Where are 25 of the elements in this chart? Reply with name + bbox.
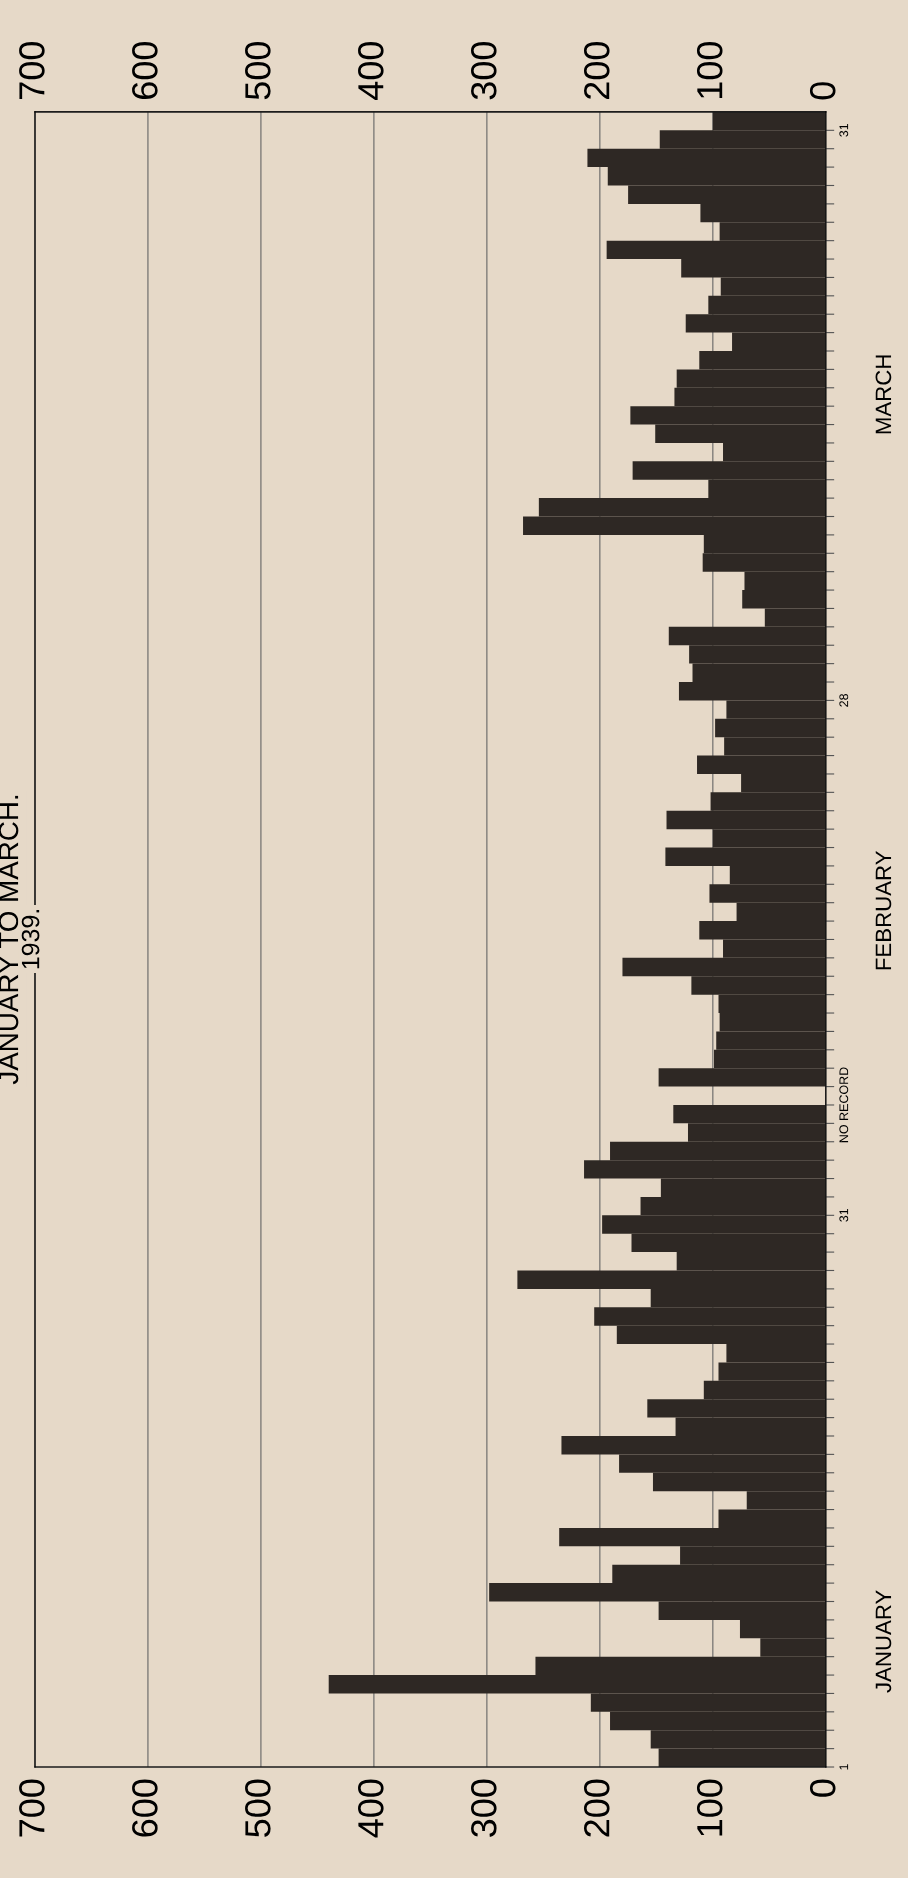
x-tick-label: 300: [471, 1779, 497, 1837]
x2-tick-label: 300: [471, 41, 497, 100]
x2-tick-label: 700: [19, 41, 45, 99]
y-tick-label: 31: [839, 1208, 849, 1222]
x2-tick-label: 400: [358, 41, 384, 100]
x2-tick-label: 100: [696, 41, 723, 99]
text: 1939.: [21, 910, 40, 969]
x-tick-label: 0: [809, 1779, 836, 1797]
x-tick-label: 500: [245, 1779, 271, 1837]
y-tick-label: 28: [839, 693, 849, 707]
y-tick-label: NO RECORD: [839, 1067, 849, 1143]
x-tick-label: 400: [358, 1779, 384, 1838]
text: JANUARY: [875, 1590, 892, 1693]
text: FEBRUARY: [875, 851, 892, 970]
x2-tick-label: 500: [245, 41, 271, 100]
x2-tick-label: 0: [809, 82, 836, 100]
x-tick-label: 200: [583, 1779, 610, 1837]
x2-tick-label: 200: [583, 41, 610, 99]
x-tick-label: 100: [696, 1779, 723, 1836]
y-tick-label: 1: [839, 1764, 849, 1770]
text: MARCH: [875, 355, 892, 434]
y-tick-label: 31: [839, 123, 849, 137]
x-tick-label: 700: [19, 1779, 45, 1837]
x-tick-label: 600: [132, 1779, 158, 1837]
x2-tick-label: 600: [132, 41, 158, 99]
